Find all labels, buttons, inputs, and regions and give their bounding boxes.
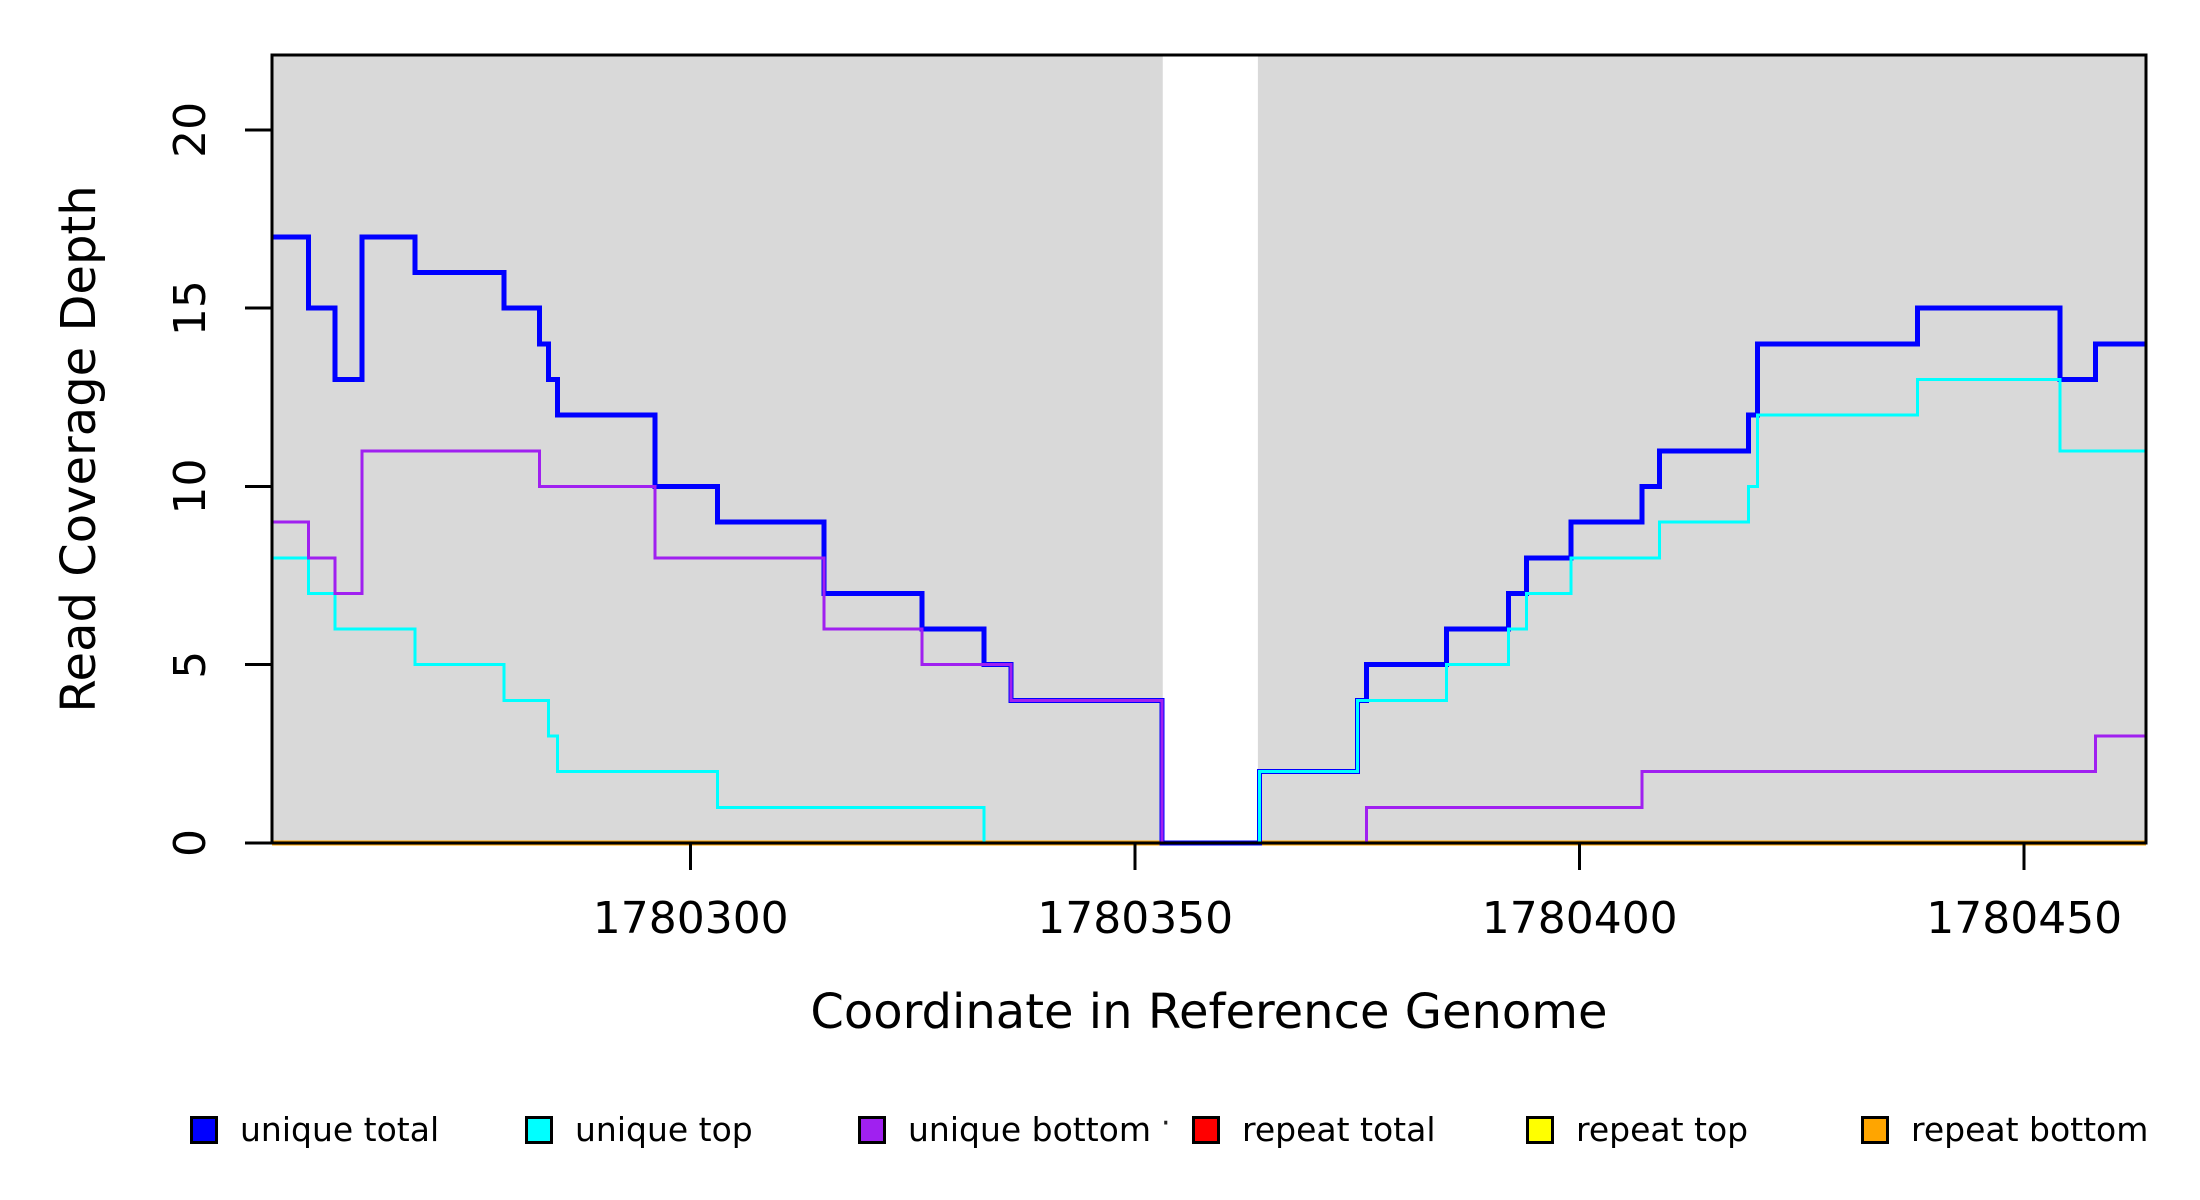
series-unique-top <box>272 378 2146 845</box>
plot-frame <box>270 53 2148 845</box>
y-tick-label: 0 <box>165 829 216 857</box>
x-axis-title: Coordinate in Reference Genome <box>810 984 1607 1040</box>
reference-region <box>272 55 1163 843</box>
x-tick-label: 1780350 <box>1037 893 1233 944</box>
y-tick-label: 5 <box>165 651 216 679</box>
y-tick-label: 10 <box>165 458 216 514</box>
plot-border <box>270 53 2148 845</box>
plot-shaded-background <box>272 55 2146 843</box>
axis-ticks: 0 5 10 15 20 1780300 1780350 1780400 1780450 <box>165 102 2122 944</box>
y-tick-label: 20 <box>165 102 216 158</box>
y-tick-label: 15 <box>165 280 216 336</box>
series-unique-bottom <box>272 449 2146 845</box>
x-tick-label: 1780300 <box>593 893 789 944</box>
x-tick-label: 1780400 <box>1482 893 1678 944</box>
x-tick-label: 1780450 <box>1926 893 2122 944</box>
y-axis-title: Read Coverage Depth <box>51 185 107 712</box>
